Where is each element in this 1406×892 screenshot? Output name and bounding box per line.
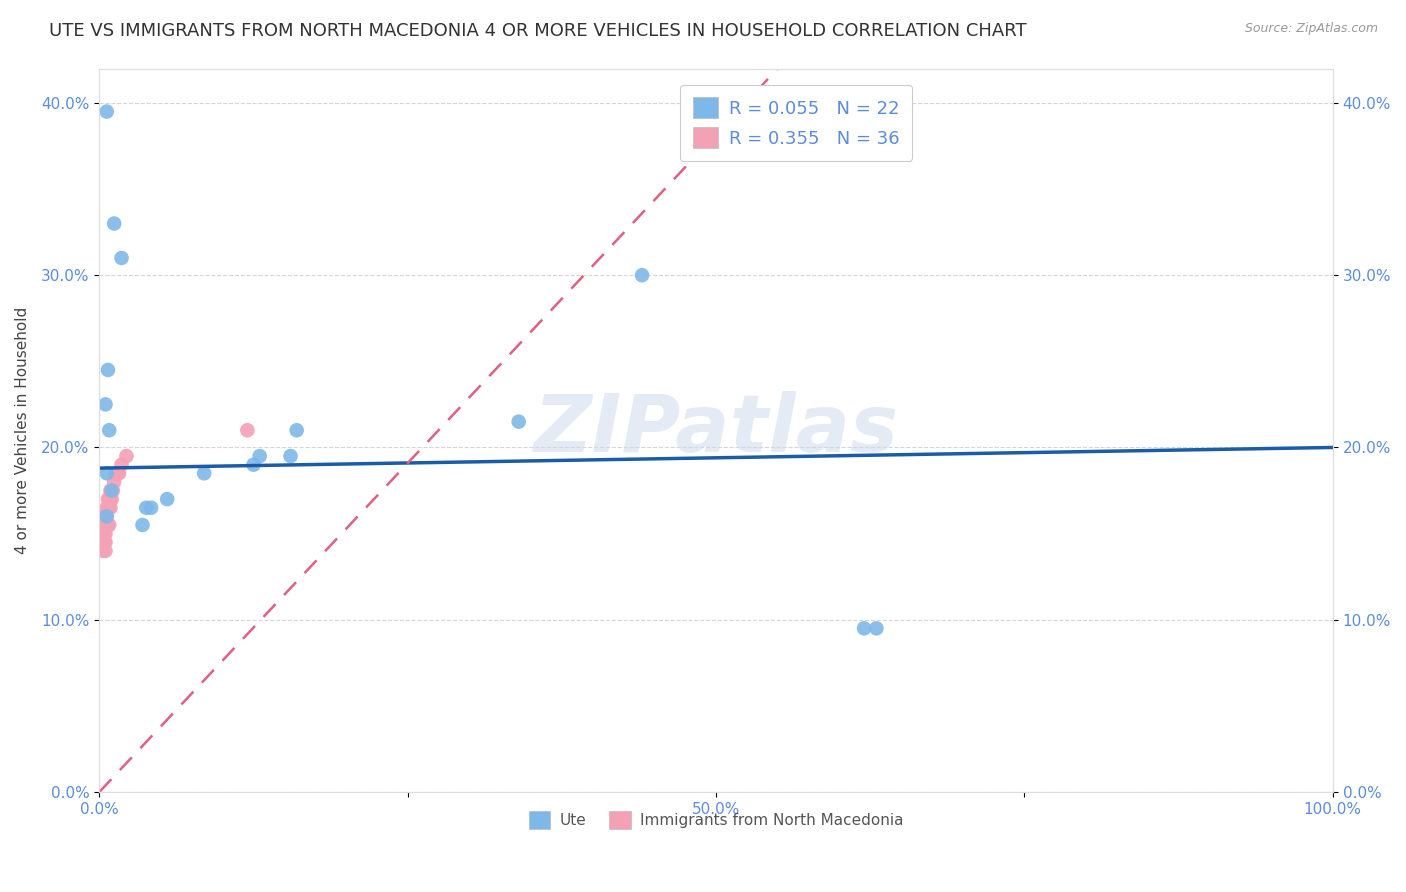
Point	[853, 621, 876, 635]
Point	[93, 526, 115, 541]
Point	[100, 483, 122, 498]
Point	[100, 483, 122, 498]
Point	[97, 492, 120, 507]
Point	[110, 458, 132, 472]
Point	[107, 467, 129, 481]
Point	[94, 544, 117, 558]
Point	[236, 423, 259, 437]
Point	[100, 492, 122, 507]
Point	[91, 544, 114, 558]
Point	[103, 475, 125, 489]
Point	[193, 467, 215, 481]
Point	[94, 518, 117, 533]
Point	[139, 500, 162, 515]
Point	[508, 415, 530, 429]
Point	[96, 500, 118, 515]
Point	[865, 621, 887, 635]
Point	[93, 509, 115, 524]
Text: UTE VS IMMIGRANTS FROM NORTH MACEDONIA 4 OR MORE VEHICLES IN HOUSEHOLD CORRELATI: UTE VS IMMIGRANTS FROM NORTH MACEDONIA 4…	[49, 22, 1026, 40]
Point	[131, 518, 153, 533]
Point	[94, 526, 117, 541]
Point	[100, 483, 122, 498]
Point	[90, 518, 112, 533]
Point	[280, 449, 302, 463]
Point	[98, 518, 121, 533]
Point	[96, 104, 118, 119]
Point	[115, 449, 138, 463]
Point	[249, 449, 271, 463]
Point	[285, 423, 308, 437]
Point	[94, 397, 117, 411]
Point	[631, 268, 654, 283]
Point	[97, 363, 120, 377]
Point	[98, 492, 121, 507]
Point	[108, 467, 131, 481]
Point	[100, 492, 122, 507]
Point	[97, 518, 120, 533]
Point	[94, 509, 117, 524]
Text: ZIPatlas: ZIPatlas	[533, 392, 898, 469]
Point	[96, 509, 118, 524]
Point	[93, 518, 115, 533]
Point	[110, 251, 132, 265]
Point	[96, 518, 118, 533]
Point	[94, 535, 117, 549]
Point	[93, 535, 115, 549]
Point	[96, 509, 118, 524]
Legend: Ute, Immigrants from North Macedonia: Ute, Immigrants from North Macedonia	[523, 805, 910, 835]
Point	[90, 518, 112, 533]
Point	[156, 492, 179, 507]
Point	[91, 535, 114, 549]
Point	[103, 217, 125, 231]
Y-axis label: 4 or more Vehicles in Household: 4 or more Vehicles in Household	[15, 307, 30, 554]
Point	[242, 458, 264, 472]
Point	[101, 483, 124, 498]
Point	[104, 467, 127, 481]
Point	[100, 500, 122, 515]
Point	[97, 500, 120, 515]
Point	[96, 467, 118, 481]
Point	[98, 500, 121, 515]
Point	[98, 423, 121, 437]
Point	[105, 467, 128, 481]
Text: Source: ZipAtlas.com: Source: ZipAtlas.com	[1244, 22, 1378, 36]
Point	[135, 500, 157, 515]
